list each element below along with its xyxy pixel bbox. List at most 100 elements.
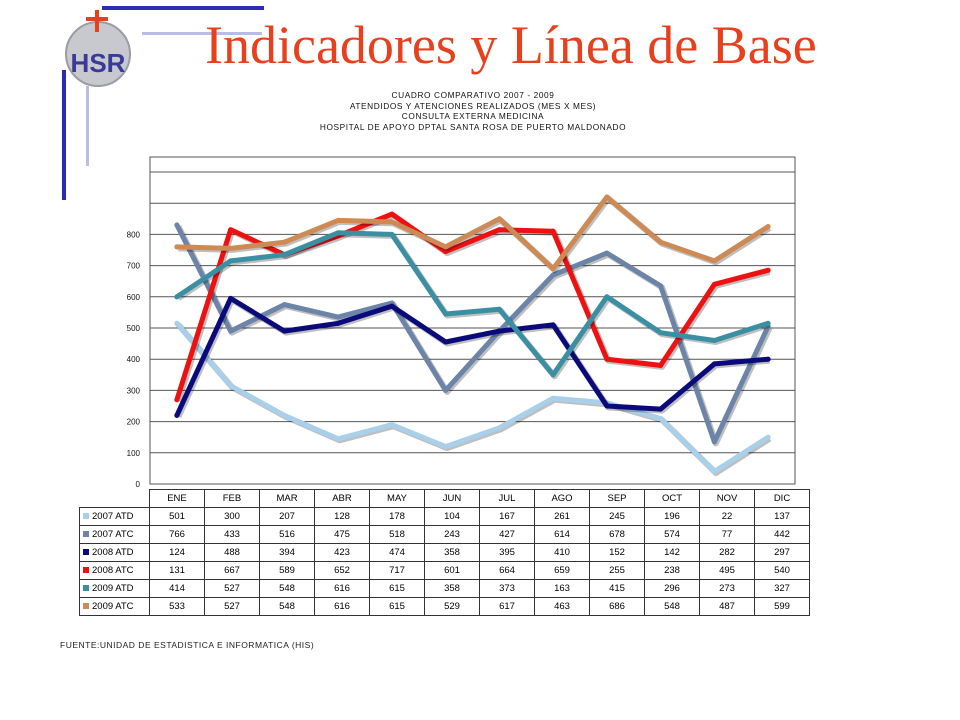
table-cell: 501 <box>149 507 205 526</box>
series-point <box>281 412 287 418</box>
series-point <box>658 406 664 412</box>
series-point <box>765 320 771 326</box>
series-point <box>496 306 502 312</box>
logo-text: HSR <box>71 48 126 78</box>
table-cell: 358 <box>424 543 480 562</box>
series-point <box>174 294 180 300</box>
table-cell: 423 <box>314 543 370 562</box>
accent-bar-left-light <box>86 86 89 166</box>
series-point <box>496 216 502 222</box>
series-point <box>658 239 664 245</box>
table-cell: 686 <box>589 597 645 616</box>
source-note: FUENTE:UNIDAD DE ESTADISTICA E INFORMATI… <box>60 640 315 650</box>
y-tick-label: 700 <box>127 262 141 271</box>
chart-title-line: HOSPITAL DE APOYO DPTAL SANTA ROSA DE PU… <box>319 121 627 132</box>
table-header-month: NOV <box>699 489 755 508</box>
table-cell: 77 <box>699 525 755 544</box>
table-cell: 495 <box>699 561 755 580</box>
series-line <box>174 320 771 474</box>
table-cell: 766 <box>149 525 205 544</box>
table-cell: 394 <box>259 543 315 562</box>
legend-swatch <box>83 585 89 591</box>
series-point <box>496 425 502 431</box>
table-cell: 548 <box>259 579 315 598</box>
table-cell: 678 <box>589 525 645 544</box>
table-row: 2007 ATC 766 433 516 475 518 243 427 614 678 574 77… <box>79 525 810 544</box>
table-cell: 475 <box>314 525 370 544</box>
table-cell: 442 <box>754 525 810 544</box>
series-point <box>281 239 287 245</box>
table-cell: 243 <box>424 525 480 544</box>
series-point <box>389 231 395 237</box>
series-point <box>658 415 664 421</box>
series-point <box>281 252 287 258</box>
series-line <box>174 295 771 418</box>
series-point <box>550 228 556 234</box>
series-point <box>765 356 771 362</box>
y-tick-label: 500 <box>127 324 141 333</box>
table-cell: 373 <box>479 579 535 598</box>
series-point <box>496 227 502 233</box>
legend-label: 2007 ATD <box>92 511 134 522</box>
y-tick-label: 400 <box>127 355 141 364</box>
table-row: 2009 ATC 533 527 548 616 615 529 617 463 686 548 48… <box>79 597 810 616</box>
series-point <box>389 422 395 428</box>
series-point <box>604 403 610 409</box>
series-point <box>550 372 556 378</box>
series-point <box>389 303 395 309</box>
table-cell: 433 <box>204 525 260 544</box>
legend-entry: 2007 ATC <box>79 525 150 544</box>
y-tick-label: 200 <box>127 418 141 427</box>
table-cell: 128 <box>314 507 370 526</box>
table-cell: 327 <box>754 579 810 598</box>
table-cell: 615 <box>369 579 425 598</box>
chart-title-block: CUADRO COMPARATIVO 2007 - 2009 ATENDIDOS… <box>150 90 796 132</box>
table-header-month: AGO <box>534 489 590 508</box>
table-header-month: DIC <box>754 489 810 508</box>
legend-label: 2007 ATC <box>92 529 134 540</box>
table-cell: 540 <box>754 561 810 580</box>
table-header-month: MAR <box>259 489 315 508</box>
table-cell: 659 <box>534 561 590 580</box>
series-point <box>658 283 664 289</box>
table-cell: 487 <box>699 597 755 616</box>
table-cell: 516 <box>259 525 315 544</box>
table-cell: 142 <box>644 543 700 562</box>
table-header-month: MAY <box>369 489 425 508</box>
series-point <box>335 217 341 223</box>
series-point <box>711 439 717 445</box>
hospital-logo: HSR <box>65 10 131 87</box>
series-line <box>174 194 771 272</box>
legend-swatch <box>83 531 89 537</box>
legend-swatch <box>83 603 89 609</box>
series-point <box>604 194 610 200</box>
series-point <box>496 328 502 334</box>
series-point <box>765 434 771 440</box>
table-cell: 474 <box>369 543 425 562</box>
series-point <box>443 387 449 393</box>
series-point <box>389 211 395 217</box>
series-point <box>228 295 234 301</box>
legend-swatch <box>83 513 89 519</box>
table-header-month: FEB <box>204 489 260 508</box>
table-cell: 255 <box>589 561 645 580</box>
series-point <box>228 258 234 264</box>
series-point <box>550 266 556 272</box>
table-cell: 601 <box>424 561 480 580</box>
table-corner <box>80 490 150 508</box>
table-header-row: ENE FEB MAR ABR MAY JUN JUL AGO SEP OCT … <box>80 489 810 508</box>
series-point <box>711 361 717 367</box>
series-point <box>550 395 556 401</box>
series-point <box>604 250 610 256</box>
table-cell: 548 <box>259 597 315 616</box>
table-cell: 599 <box>754 597 810 616</box>
table-cell: 574 <box>644 525 700 544</box>
series-point <box>174 244 180 250</box>
table-cell: 427 <box>479 525 535 544</box>
table-cell: 196 <box>644 507 700 526</box>
table-cell: 527 <box>204 597 260 616</box>
series-point <box>443 444 449 450</box>
table-cell: 282 <box>699 543 755 562</box>
series-point <box>443 249 449 255</box>
series-point <box>335 230 341 236</box>
